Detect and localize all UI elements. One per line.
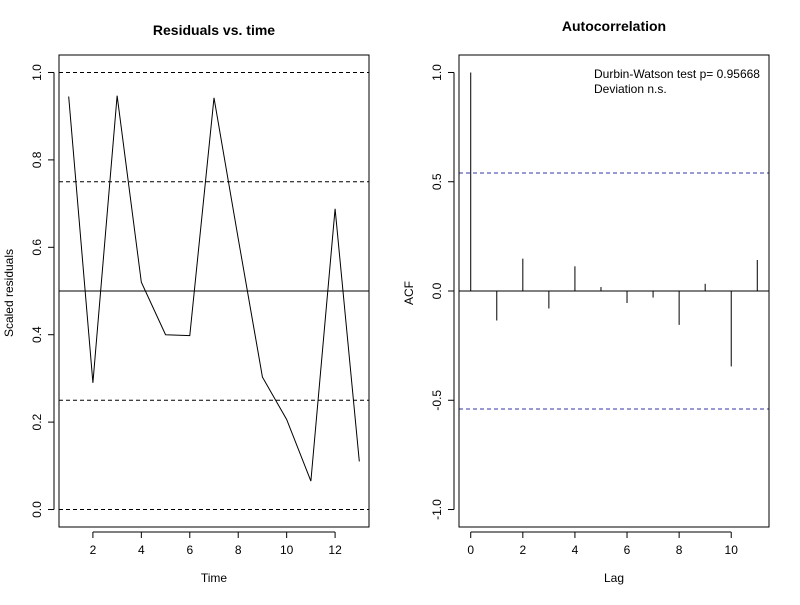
p1-y-tick-label: 0.0 — [30, 501, 44, 518]
acf-y-label: ACF — [402, 281, 416, 305]
p1-x-tick-label: 8 — [235, 543, 242, 557]
p2-x-tick-label: 4 — [572, 543, 579, 557]
acf-y-axis: -1.0 -0.5 0.0 0.5 1.0 — [430, 64, 455, 520]
residuals-series — [68, 95, 360, 482]
p1-x-tick-label: 2 — [90, 543, 97, 557]
p2-x-tick-label: 2 — [519, 543, 526, 557]
acf-x-label: Lag — [604, 571, 624, 585]
acf-title: Autocorrelation — [562, 18, 666, 34]
residuals-reference-lines — [59, 71, 369, 511]
residuals-title: Residuals vs. time — [153, 22, 275, 38]
acf-x-axis: 0 2 4 6 8 10 — [467, 531, 739, 557]
p2-x-tick-label: 8 — [676, 543, 683, 557]
acf-confidence-bounds — [459, 172, 769, 410]
p1-y-tick-label: 0.8 — [30, 151, 44, 168]
residuals-plot-frame — [58, 54, 370, 528]
p2-y-tick-label: 0.5 — [430, 173, 444, 190]
p2-y-tick-label: 0.0 — [430, 282, 444, 299]
p1-x-tick-label: 12 — [328, 543, 342, 557]
acf-bars — [459, 72, 769, 367]
p1-x-tick-label: 6 — [186, 543, 193, 557]
p1-y-tick-label: 1.0 — [30, 64, 44, 81]
residuals-panel: Residuals vs. time Time Scaled residuals… — [2, 22, 370, 585]
p2-x-tick-label: 0 — [467, 543, 474, 557]
deviation-annotation: Deviation n.s. — [594, 82, 667, 96]
durbin-watson-annotation: Durbin-Watson test p= 0.95668 — [594, 67, 760, 81]
residuals-x-label: Time — [201, 571, 228, 585]
p2-y-tick-label: -0.5 — [430, 390, 444, 411]
p1-y-tick-label: 0.2 — [30, 413, 44, 430]
p1-y-tick-label: 0.4 — [30, 326, 44, 343]
residuals-y-label: Scaled residuals — [2, 249, 16, 337]
p1-x-tick-label: 10 — [280, 543, 294, 557]
residuals-x-axis: 2 4 6 8 10 12 — [90, 531, 342, 557]
p2-y-tick-label: 1.0 — [430, 64, 444, 81]
acf-panel: Autocorrelation Lag ACF 0 2 4 6 8 10 -1.0 -0.5… — [402, 18, 770, 585]
acf-plot-frame — [458, 54, 770, 528]
p2-x-tick-label: 10 — [725, 543, 739, 557]
residuals-line — [68, 95, 360, 482]
p2-y-tick-label: -1.0 — [430, 499, 444, 520]
p1-x-tick-label: 4 — [138, 543, 145, 557]
residuals-y-axis: 0.0 0.2 0.4 0.6 0.8 1.0 — [30, 64, 55, 518]
p1-y-tick-label: 0.6 — [30, 239, 44, 256]
p2-x-tick-label: 6 — [624, 543, 631, 557]
